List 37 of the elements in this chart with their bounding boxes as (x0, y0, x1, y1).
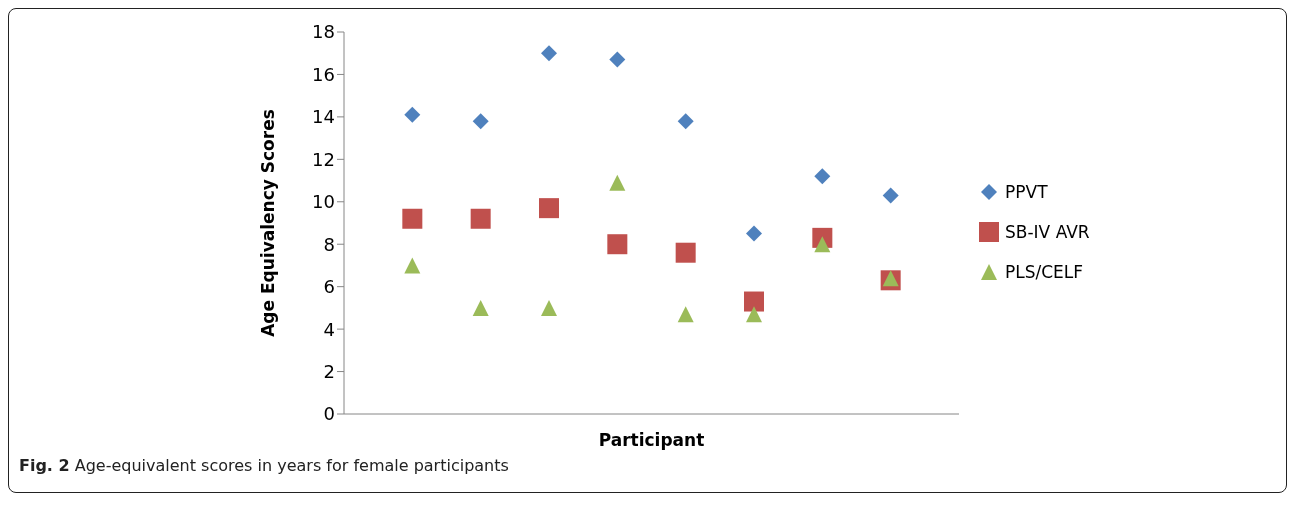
point (472, 299, 489, 316)
point (882, 187, 899, 204)
y-tick-label: 0 (323, 403, 335, 425)
y-tick-label: 14 (312, 106, 335, 128)
point (814, 236, 831, 253)
y-tick-label: 12 (312, 148, 335, 170)
point (472, 113, 489, 130)
point (814, 168, 831, 185)
point (541, 45, 557, 62)
point (677, 113, 694, 130)
y-tick-label: 18 (312, 21, 335, 43)
point (404, 106, 421, 123)
y-tick-label: 10 (312, 191, 335, 213)
point (607, 234, 628, 255)
caption: Fig. 2 Age-equivalent scores in years for female participants (19, 456, 509, 475)
y-tick-label: 6 (323, 276, 335, 298)
point (404, 257, 421, 274)
y-tick-label: 2 (323, 360, 335, 382)
y-tick-label: 4 (323, 318, 335, 340)
point (746, 225, 762, 242)
y-axis-title: Age Equivalency Scores (258, 109, 279, 337)
point (677, 306, 694, 323)
point (744, 291, 764, 312)
point (402, 208, 423, 229)
legend-label: SB-IV AVR (1005, 220, 1090, 244)
y-tick-label: 8 (323, 233, 335, 255)
y-tick-label: 16 (312, 63, 335, 85)
legend-label: PPVT (1005, 180, 1048, 204)
point (746, 306, 762, 323)
point (609, 174, 626, 191)
point (675, 242, 696, 263)
legend-label: PLS/CELF (1005, 260, 1084, 284)
point (541, 299, 557, 316)
x-axis-title: Participant (598, 430, 705, 450)
point (539, 198, 559, 219)
point (609, 51, 626, 68)
point (470, 208, 491, 229)
